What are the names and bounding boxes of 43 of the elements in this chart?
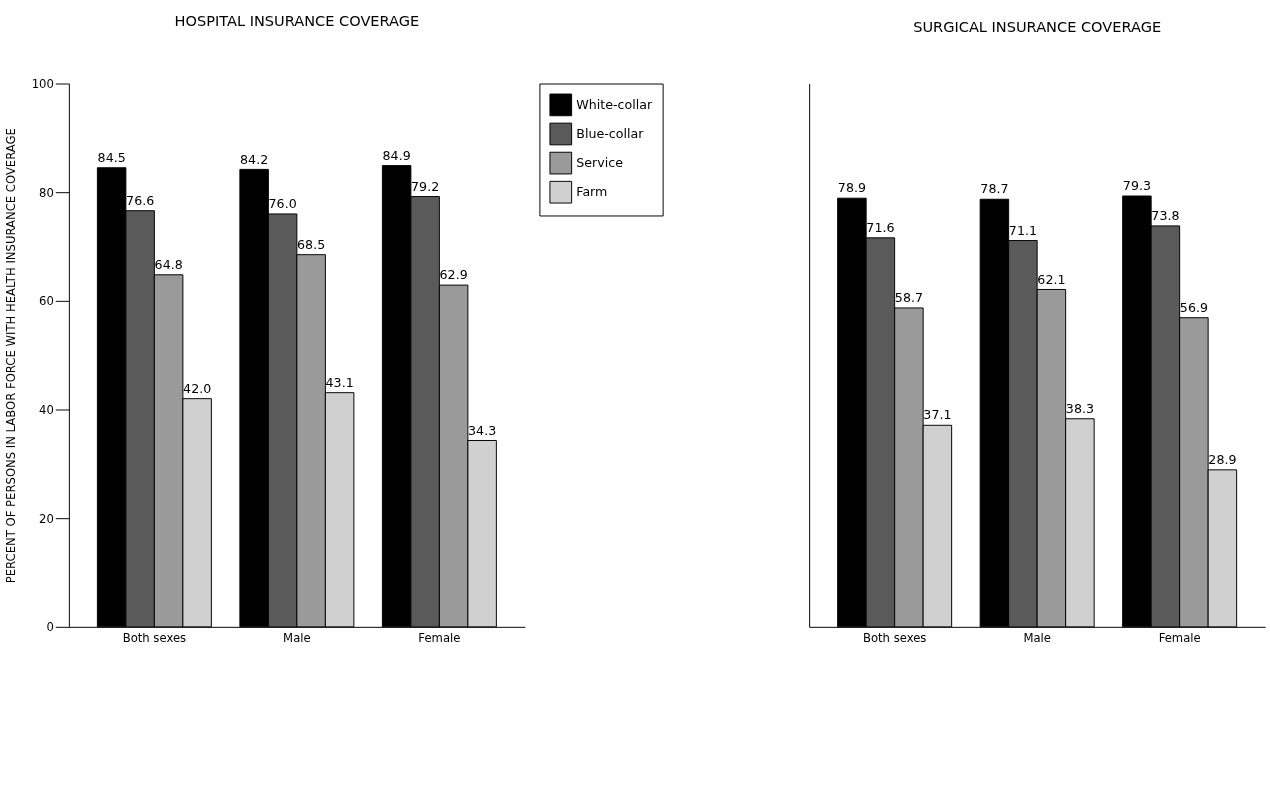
x-tick-label: Both sexes (862, 630, 927, 645)
data-label: 71.1 (1008, 222, 1037, 238)
data-label: 64.8 (154, 256, 183, 272)
data-label: 84.2 (240, 151, 269, 167)
data-label: 78.9 (837, 180, 866, 196)
y-tick-label: 40 (39, 402, 54, 417)
y-tick-label: 60 (39, 294, 54, 309)
data-label: 42.0 (183, 380, 212, 396)
x-tick-label: Both sexes (122, 630, 187, 645)
data-label: 62.1 (1037, 271, 1066, 287)
data-label: 43.1 (325, 374, 354, 390)
legend-label: Farm (576, 184, 608, 200)
x-tick-label: Male (283, 630, 311, 645)
data-label: 58.7 (894, 290, 923, 306)
chart-title: SURGICAL INSURANCE COVERAGE (913, 18, 1162, 36)
data-label: 76.0 (268, 196, 297, 212)
data-label: 28.9 (1208, 452, 1237, 468)
x-tick-label: Male (1023, 630, 1051, 645)
data-label: 79.3 (1122, 178, 1151, 194)
data-label: 62.9 (439, 267, 468, 283)
y-tick-label: 0 (46, 620, 54, 635)
data-label: 68.5 (297, 236, 326, 252)
x-tick-label: Female (1158, 630, 1201, 645)
data-label: 56.9 (1179, 299, 1208, 315)
legend-label: Service (576, 154, 624, 170)
data-label: 38.3 (1065, 400, 1094, 416)
data-label: 37.1 (923, 407, 952, 423)
data-label: 76.6 (126, 192, 155, 208)
data-label: 34.3 (468, 422, 497, 438)
data-label: 78.7 (980, 181, 1009, 197)
legend-label: White-collar (576, 96, 653, 112)
x-tick-label: Female (418, 630, 461, 645)
data-label: 79.2 (411, 178, 440, 194)
chart-title: HOSPITAL INSURANCE COVERAGE (174, 12, 420, 30)
legend-label: Blue-collar (576, 125, 645, 141)
data-label: 84.5 (97, 149, 126, 165)
data-label: 84.9 (382, 147, 411, 163)
data-label: 73.8 (1151, 208, 1180, 224)
y-tick-label: 20 (39, 511, 54, 526)
y-axis-title: PERCENT OF PERSONS IN LABOR FORCE WITH HEALTH INSURANCE COVERAGE (4, 128, 19, 584)
y-tick-label: 100 (31, 76, 54, 91)
data-label: 71.6 (866, 220, 895, 236)
y-tick-label: 80 (39, 185, 54, 200)
